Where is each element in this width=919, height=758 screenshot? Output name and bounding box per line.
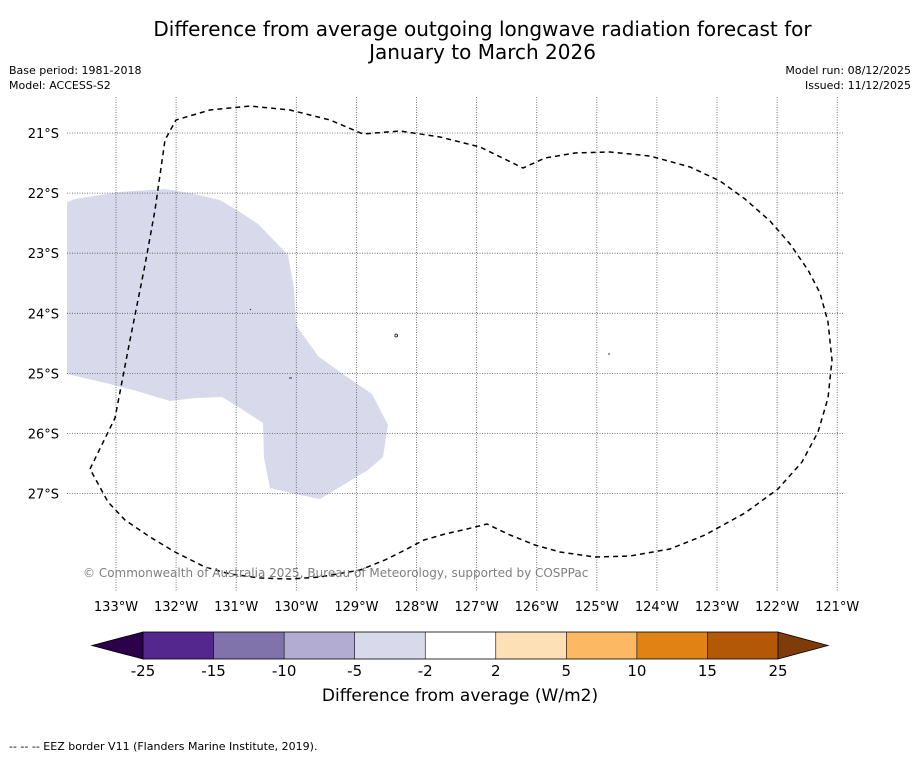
colorbar-under-arrow [90, 631, 144, 660]
colorbar-segment [495, 632, 567, 659]
colorbar-tick-label: -15 [201, 662, 226, 680]
title-line-2: January to March 2026 [369, 40, 596, 64]
model-name: Model: ACCESS-S2 [9, 79, 111, 92]
colorbar-segment [143, 632, 214, 659]
longitude-label: 122°W [755, 600, 799, 615]
colorbar-tick-label: -2 [418, 662, 433, 680]
colorbar: -25 -15 -10 -5 -2 2 5 10 15 25 [90, 631, 830, 680]
longitude-label: 130°W [274, 600, 318, 615]
longitude-label: 128°W [394, 600, 438, 615]
eez-border [89, 105, 833, 580]
colorbar-tick-label: 25 [768, 662, 787, 680]
metadata-left: Base period: 1981-2018 Model: ACCESS-S2 [9, 63, 141, 93]
longitude-labels: 133°W 132°W 131°W 130°W 129°W 128°W 127°W 126°W… [94, 600, 860, 615]
colorbar-tick-label: -10 [272, 662, 297, 680]
copyright-notice: © Commonwealth of Australia 2025, Bureau… [83, 566, 588, 580]
longitude-label: 124°W [635, 600, 679, 615]
colorbar-label: Difference from average (W/m2) [321, 686, 599, 706]
base-period: Base period: 1981-2018 [9, 64, 142, 77]
island-mark [249, 308, 252, 311]
title-line-1: Difference from average outgoing longwav… [153, 17, 812, 41]
issued-date: Issued: 11/12/2025 [804, 79, 911, 92]
map-title: Difference from average outgoing longwav… [60, 18, 905, 64]
colorbar-segment [213, 632, 285, 659]
longitude-label: 123°W [695, 600, 739, 615]
longitude-label: 129°W [334, 600, 378, 615]
model-run: Model run: 08/12/2025 [785, 64, 911, 77]
colorbar-tick-label: 5 [562, 662, 572, 680]
latitude-label: 26°S [28, 428, 59, 443]
colorbar-segment [354, 632, 426, 659]
latitude-label: 25°S [28, 367, 59, 382]
colorbar-segment [707, 632, 779, 659]
colorbar-tick-label: 10 [627, 662, 646, 680]
colorbar-tick-label: -5 [347, 662, 362, 680]
colorbar-segment [636, 632, 708, 659]
colorbar-tick-label: -25 [131, 662, 156, 680]
longitude-label: 121°W [815, 600, 859, 615]
latitude-label: 27°S [28, 488, 59, 503]
colorbar-segment [566, 632, 638, 659]
colorbar-frame [142, 631, 779, 660]
longitude-label: 127°W [455, 600, 499, 615]
longitude-label: 125°W [575, 600, 619, 615]
latitude-label: 24°S [28, 307, 59, 322]
colorbar-tick-label: 2 [491, 662, 501, 680]
island-mark [394, 333, 398, 338]
colorbar-segment [425, 632, 497, 659]
map-panel: © Commonwealth of Australia 2025, Bureau… [67, 97, 843, 592]
longitude-label: 131°W [214, 600, 258, 615]
latitude-labels: 21°S 22°S 23°S 24°S 25°S 26°S 27°S [28, 127, 59, 503]
longitude-label: 133°W [94, 600, 138, 615]
eez-footnote: -- -- -- EEZ border V11 (Flanders Marine… [9, 740, 318, 753]
longitude-label: 126°W [515, 600, 559, 615]
longitude-label: 132°W [154, 600, 198, 615]
anomaly-region [67, 189, 388, 499]
metadata-right: Model run: 08/12/2025 Issued: 11/12/2025 [785, 63, 911, 93]
latitude-label: 23°S [28, 247, 59, 262]
colorbar-segment [284, 632, 355, 659]
graticule [67, 97, 843, 592]
colorbar-over-arrow [777, 631, 830, 660]
latitude-label: 22°S [28, 187, 59, 202]
latitude-label: 21°S [28, 127, 59, 142]
colorbar-tick-label: 15 [698, 662, 717, 680]
island-marks [249, 308, 610, 379]
